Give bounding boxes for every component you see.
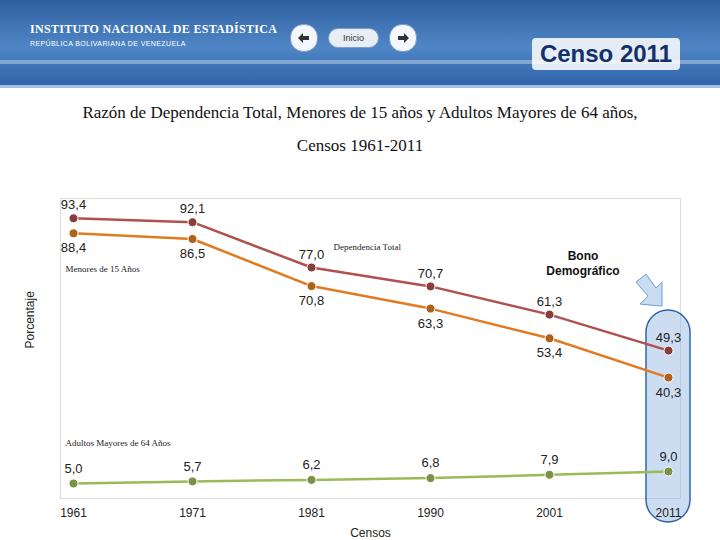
svg-text:Porcentaje: Porcentaje bbox=[23, 291, 37, 349]
svg-text:6,2: 6,2 bbox=[302, 457, 320, 472]
svg-text:1961: 1961 bbox=[60, 506, 87, 520]
svg-text:53,4: 53,4 bbox=[537, 345, 562, 360]
svg-text:92,1: 92,1 bbox=[180, 201, 205, 216]
svg-text:40,3: 40,3 bbox=[656, 385, 681, 400]
svg-text:9,0: 9,0 bbox=[659, 449, 677, 464]
svg-text:7,9: 7,9 bbox=[540, 452, 558, 467]
svg-text:Dependencia Total: Dependencia Total bbox=[334, 242, 402, 252]
svg-text:5,0: 5,0 bbox=[64, 461, 82, 476]
svg-text:61,3: 61,3 bbox=[537, 294, 562, 309]
svg-text:1981: 1981 bbox=[298, 506, 325, 520]
svg-text:77,0: 77,0 bbox=[299, 247, 324, 262]
svg-text:70,8: 70,8 bbox=[299, 293, 324, 308]
html-text:INSTITUTO NACIONAL DE ESTADÍST: INSTITUTO NACIONAL DE ESTADÍSTICA bbox=[30, 22, 278, 36]
svg-text:63,3: 63,3 bbox=[418, 316, 443, 331]
svg-text:86,5: 86,5 bbox=[180, 246, 205, 261]
svg-text:Censos: Censos bbox=[350, 526, 391, 540]
svg-text:1990: 1990 bbox=[417, 506, 444, 520]
svg-text:Menores de 15 Años: Menores de 15 Años bbox=[66, 264, 141, 274]
svg-text:6,8: 6,8 bbox=[421, 455, 439, 470]
svg-text:2011: 2011 bbox=[656, 506, 682, 520]
svg-text:93,4: 93,4 bbox=[61, 197, 86, 212]
svg-text:5,7: 5,7 bbox=[183, 459, 201, 474]
svg-text:Adultos Mayores de 64 Años: Adultos Mayores de 64 Años bbox=[66, 438, 171, 448]
svg-text:BonoDemográfico: BonoDemográfico bbox=[546, 249, 619, 278]
html-text:Inicio: Inicio bbox=[343, 33, 364, 43]
svg-text:1971: 1971 bbox=[179, 506, 206, 520]
svg-text:88,4: 88,4 bbox=[61, 240, 86, 255]
svg-text:2001: 2001 bbox=[536, 506, 563, 520]
html-text:Censo 2011: Censo 2011 bbox=[539, 40, 672, 67]
html-text:REPÚBLICA BOLIVARIANA DE VENEZ: REPÚBLICA BOLIVARIANA DE VENEZUELA bbox=[30, 40, 186, 47]
svg-text:49,3: 49,3 bbox=[656, 330, 681, 345]
html-text:Razón de Dependencia Total, Me: Razón de Dependencia Total, Menores de 1… bbox=[82, 103, 638, 155]
svg-text:70,7: 70,7 bbox=[418, 266, 443, 281]
